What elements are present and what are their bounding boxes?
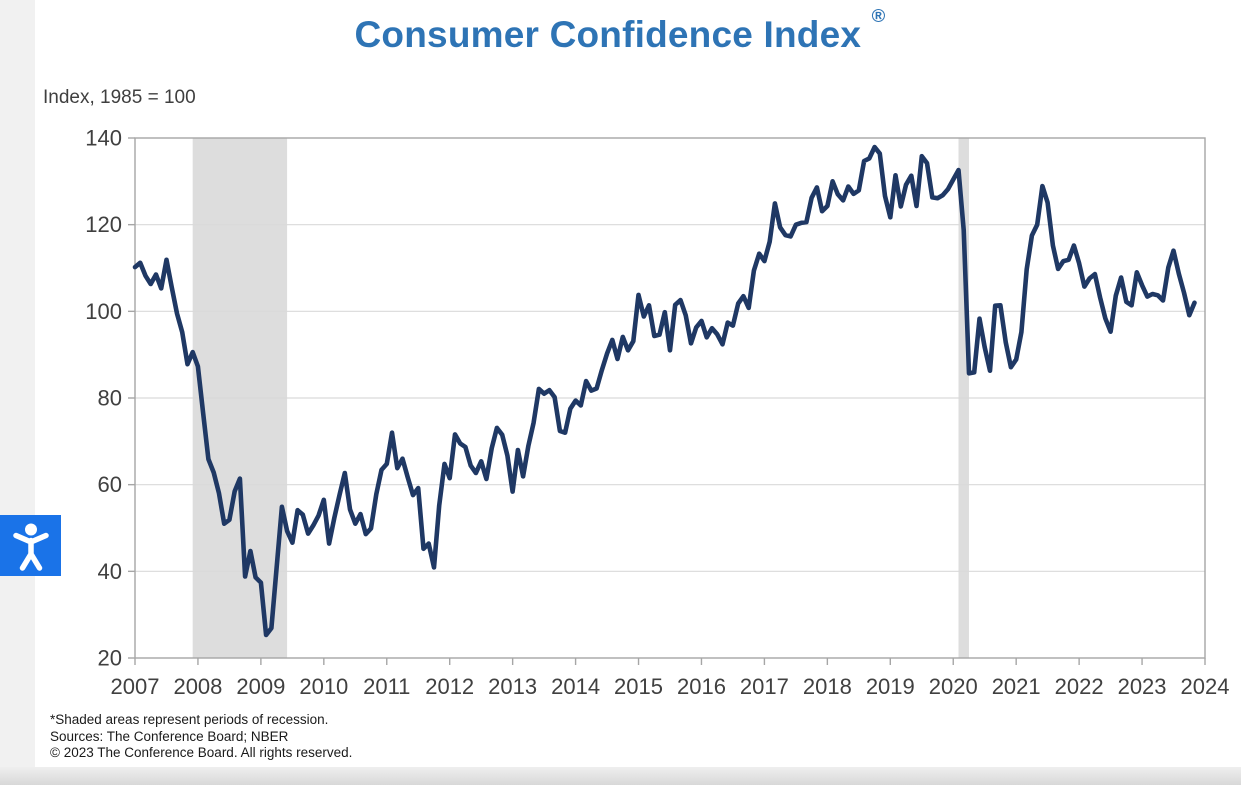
x-tick-label-2007: 2007 (111, 674, 160, 699)
footnote-recession-note: *Shaded areas represent periods of reces… (50, 712, 329, 727)
x-tick-label-2023: 2023 (1118, 674, 1167, 699)
x-tick-label-2022: 2022 (1055, 674, 1104, 699)
chart-title: Consumer Confidence Index ® (70, 5, 1170, 56)
x-tick-label-2021: 2021 (992, 674, 1041, 699)
x-tick-label-2009: 2009 (236, 674, 285, 699)
y-tick-label-140: 140 (85, 126, 122, 151)
cci-line (132, 144, 1197, 638)
y-tick-label-20: 20 (98, 646, 122, 671)
registered-trademark-symbol: ® (871, 4, 886, 26)
x-tick-label-2012: 2012 (425, 674, 474, 699)
accessibility-icon (12, 523, 49, 571)
x-tick-label-2010: 2010 (299, 674, 348, 699)
footnote-sources: Sources: The Conference Board; NBER (50, 728, 289, 744)
footnotes-block: *Shaded areas represent periods of reces… (50, 712, 352, 762)
bottom-gray-strip (0, 767, 1241, 785)
x-tick-label-2014: 2014 (551, 674, 600, 699)
x-tick-label-2008: 2008 (173, 674, 222, 699)
footnote-copyright: © 2023 The Conference Board. All rights … (50, 745, 353, 760)
x-tick-label-2019: 2019 (866, 674, 915, 699)
x-tick-label-2024: 2024 (1181, 674, 1230, 699)
y-tick-label-100: 100 (85, 299, 122, 324)
y-tick-label-80: 80 (98, 386, 122, 411)
y-axis-unit-label: Index, 1985 = 100 (43, 87, 196, 108)
x-tick-label-2016: 2016 (677, 674, 726, 699)
x-tick-label-2018: 2018 (803, 674, 852, 699)
y-tick-label-60: 60 (98, 472, 122, 497)
chart-title-text: Consumer Confidence Index (354, 14, 862, 55)
x-tick-label-2015: 2015 (614, 674, 663, 699)
accessibility-widget-button[interactable] (0, 515, 61, 576)
x-tick-label-2020: 2020 (929, 674, 978, 699)
y-tick-label-120: 120 (85, 212, 122, 237)
x-tick-label-2013: 2013 (488, 674, 537, 699)
x-tick-label-2011: 2011 (363, 674, 410, 699)
x-tick-label-2017: 2017 (740, 674, 789, 699)
y-tick-label-40: 40 (98, 559, 122, 584)
